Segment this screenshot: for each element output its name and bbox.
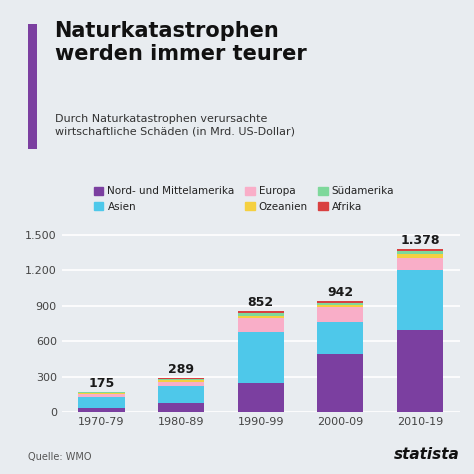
Bar [158,382,204,386]
Bar [158,379,204,380]
Text: 175: 175 [88,376,115,390]
Bar [158,386,204,403]
Legend: Nord- und Mittelamerika, Asien, Europa, Ozeanien, Südamerika, Afrika: Nord- und Mittelamerika, Asien, Europa, … [90,182,399,216]
Text: 852: 852 [247,296,274,310]
Bar [237,316,284,318]
Bar [158,403,204,412]
Bar [158,380,204,382]
Bar [317,301,364,302]
Bar [397,249,443,251]
Bar [78,392,125,393]
Text: Quelle: WMO: Quelle: WMO [28,452,92,462]
Bar [317,302,364,305]
Bar [237,313,284,316]
Text: Naturkatastrophen
werden immer teurer: Naturkatastrophen werden immer teurer [55,21,306,64]
Bar [158,378,204,379]
Bar [397,251,443,254]
Bar [317,355,364,412]
Bar [237,311,284,313]
Text: 289: 289 [168,363,194,376]
Bar [237,332,284,383]
Text: 1.378: 1.378 [400,234,440,247]
Bar [78,397,125,408]
Bar [397,258,443,270]
Text: statista: statista [394,447,460,462]
Bar [317,305,364,307]
Bar [317,322,364,355]
Bar [78,408,125,412]
Text: Durch Naturkatastrophen verursachte
wirtschaftliche Schäden (in Mrd. US-Dollar): Durch Naturkatastrophen verursachte wirt… [55,114,294,137]
Bar [317,307,364,322]
Bar [397,254,443,258]
Bar [397,270,443,330]
Bar [237,318,284,332]
Bar [78,393,125,394]
Text: 942: 942 [327,286,354,299]
Bar [78,394,125,397]
Bar [397,330,443,412]
Bar [237,383,284,412]
